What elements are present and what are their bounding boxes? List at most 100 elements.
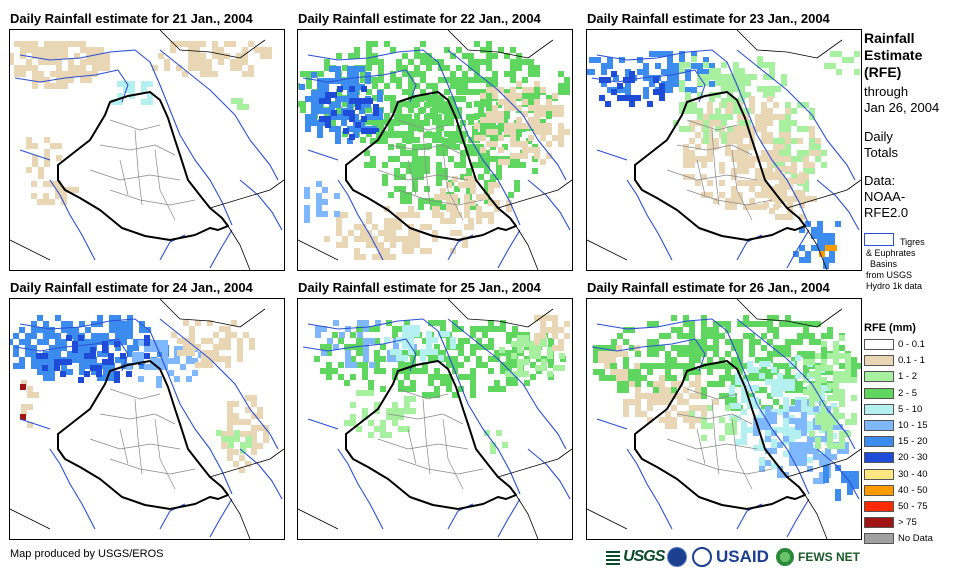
rainfall-cell — [824, 63, 830, 69]
rainfall-cell — [420, 89, 426, 95]
rainfall-cell — [815, 383, 821, 389]
rainfall-cell — [478, 156, 484, 162]
rainfall-cell — [534, 81, 540, 87]
rainfall-cell — [452, 320, 458, 326]
rainfall-cell — [414, 95, 420, 101]
rainfall-cell — [785, 108, 791, 114]
rainfall-cell — [709, 96, 715, 102]
rainfall-cell — [546, 113, 552, 119]
rainfall-cell — [347, 102, 353, 108]
rainfall-cell — [335, 96, 341, 102]
rainfall-cell — [488, 218, 494, 224]
rainfall-cell — [476, 194, 482, 200]
rainfall-cell — [472, 114, 478, 120]
rainfall-cell — [695, 132, 701, 138]
rainfall-cell — [420, 248, 426, 254]
rainfall-cell — [737, 180, 743, 186]
rainfall-cell — [377, 108, 383, 114]
rainfall-cell — [420, 349, 426, 355]
rainfall-cell — [773, 315, 779, 321]
rainfall-cell — [653, 345, 659, 351]
rainfall-cell — [535, 353, 541, 359]
rainfall-cell — [689, 393, 695, 399]
rainfall-cell — [331, 92, 337, 98]
rainfall-cell — [713, 363, 719, 369]
rainfall-cell — [464, 374, 470, 380]
rainfall-cell — [251, 395, 257, 401]
rainfall-cell — [26, 65, 32, 71]
rainfall-cell — [362, 368, 368, 374]
rainfall-cell — [133, 339, 139, 345]
rainfall-cell — [317, 108, 323, 114]
rainfall-cell — [426, 337, 432, 343]
rainfall-cell — [540, 129, 546, 135]
rainfall-cell — [667, 51, 673, 57]
rainfall-cell — [400, 114, 406, 120]
rainfall-cell — [329, 66, 335, 72]
rainfall-cell — [797, 156, 803, 162]
rainfall-cell — [629, 345, 635, 351]
rainfall-cell — [771, 430, 777, 436]
rainfall-cell — [426, 83, 432, 89]
rainfall-cell — [343, 110, 349, 116]
rainfall-cell — [32, 47, 38, 53]
river-line — [736, 49, 856, 181]
rainfall-cell — [821, 150, 827, 156]
rainfall-cell — [470, 344, 476, 350]
rainfall-cell — [803, 174, 809, 180]
rainfall-cell — [801, 460, 807, 466]
rainfall-cell — [707, 363, 713, 369]
rainfall-cell — [480, 77, 486, 83]
rainfall-cell — [721, 114, 727, 120]
rainfall-cell — [414, 137, 420, 143]
rainfall-cell — [458, 350, 464, 356]
rainfall-cell — [506, 350, 512, 356]
rainfall-cell — [103, 333, 109, 339]
rainfall-cell — [218, 59, 224, 65]
rainfall-cell — [351, 362, 357, 368]
rainfall-cell — [833, 413, 839, 419]
rainfall-cell — [653, 387, 659, 393]
rainfall-cell — [799, 196, 805, 202]
rainfall-cell — [102, 341, 108, 347]
rainfall-cell — [342, 101, 348, 107]
river-line — [14, 69, 129, 103]
rainfall-cell — [446, 380, 452, 386]
rainfall-cell — [643, 93, 649, 99]
rainfall-cell — [659, 381, 665, 387]
rainfall-cell — [121, 357, 127, 363]
rainfall-cell — [512, 380, 518, 386]
rainfall-cell — [392, 402, 398, 408]
rainfall-cell — [472, 204, 478, 210]
rainfall-cell — [249, 338, 255, 344]
rainfall-cell — [622, 375, 628, 381]
rainfall-cell — [251, 437, 257, 443]
rainfall-cell — [739, 92, 745, 98]
rainfall-cell — [749, 132, 755, 138]
rainfall-cell — [402, 137, 408, 143]
rainfall-cell — [31, 345, 37, 351]
rainfall-cell — [653, 381, 659, 387]
river-line — [209, 498, 233, 538]
rainfall-cell — [127, 333, 133, 339]
rainfall-cell — [55, 351, 61, 357]
rainfall-cell — [311, 108, 317, 114]
rainfall-cell — [809, 108, 815, 114]
rainfall-cell — [54, 359, 60, 365]
rainfall-cell — [366, 242, 372, 248]
rainfall-cell — [733, 62, 739, 68]
rainfall-cell — [442, 144, 448, 150]
rainfall-cell — [689, 327, 695, 333]
rainfall-cell — [506, 332, 512, 338]
river-line — [816, 448, 860, 500]
rainfall-cell — [783, 421, 789, 427]
rainfall-cell — [329, 126, 335, 132]
rainfall-cell — [801, 424, 807, 430]
rainfall-cell — [809, 126, 815, 132]
rainfall-cell — [55, 339, 61, 345]
rainfall-cell — [56, 59, 62, 65]
rainfall-cell — [335, 138, 341, 144]
rainfall-cell — [138, 376, 144, 382]
rainfall-cell — [323, 108, 329, 114]
rainfall-cell — [402, 343, 408, 349]
